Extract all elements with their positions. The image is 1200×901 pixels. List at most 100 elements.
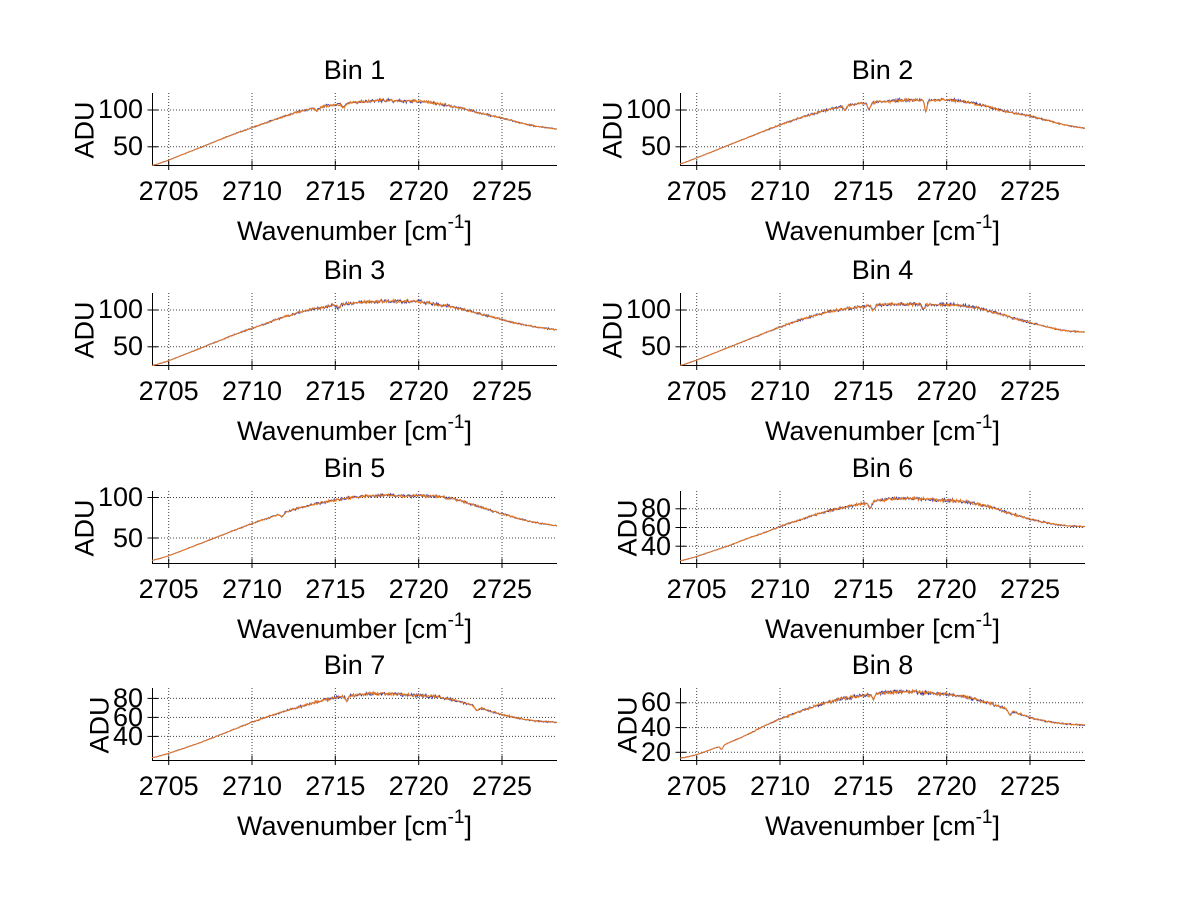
y-tick-label: 50: [640, 331, 671, 362]
x-tick-label: 2705: [138, 176, 199, 206]
x-axis-label-superscript: -1: [447, 412, 465, 433]
x-tick-label: 2710: [749, 574, 811, 604]
x-axis-label-text: Wavenumber [cm: [237, 416, 448, 446]
x-tick-label: 2725: [471, 771, 533, 801]
y-tick-label: 40: [640, 712, 671, 743]
plot-area: [147, 93, 557, 170]
y-tick-label: 100: [625, 94, 671, 125]
x-tick-label: 2705: [666, 771, 727, 801]
x-axis-label-superscript: -1: [447, 212, 465, 233]
x-tick-label: 2710: [221, 176, 283, 206]
y-tick-label: 60: [640, 687, 671, 718]
plot-area: [675, 293, 1085, 370]
plot-area: [675, 688, 1085, 765]
x-tick-label: 2725: [999, 376, 1061, 406]
trace-scan-underlay: [152, 492, 557, 561]
x-axis-label-superscript: -1: [975, 610, 993, 631]
x-tick-label: 2725: [471, 176, 533, 206]
x-tick-label: 2715: [305, 771, 366, 801]
y-tick-label: 50: [112, 331, 143, 362]
trace-scan-underlay: [680, 97, 1085, 165]
subplot-bin-4: Bin 4 ADU 50 100 2705 2710 2715 2720 2725 Wav…: [540, 248, 1100, 453]
x-axis-label-bracket: ]: [992, 416, 1000, 446]
x-axis-label-text: Wavenumber [cm: [237, 811, 448, 841]
x-tick-label: 2725: [999, 771, 1061, 801]
x-axis-label: Wavenumber [cm-1]: [680, 611, 1085, 644]
y-tick-label: 100: [97, 94, 143, 125]
x-tick-label: 2725: [471, 376, 533, 406]
x-tick-label: 2715: [833, 574, 894, 604]
plot-title: Bin 5: [323, 453, 386, 483]
x-axis-label-text: Wavenumber [cm: [765, 416, 976, 446]
x-axis-label-superscript: -1: [447, 807, 465, 828]
y-tick-label: 20: [640, 736, 671, 767]
y-tick-label: 40: [640, 530, 671, 561]
x-tick-label: 2705: [138, 376, 199, 406]
trace-scan-overlay: [152, 298, 557, 366]
y-tick-label: 80: [112, 682, 143, 713]
x-tick-label: 2705: [666, 176, 727, 206]
x-axis-label: Wavenumber [cm-1]: [680, 213, 1085, 246]
y-tick-label: 50: [640, 131, 671, 162]
plot-title: Bin 8: [851, 650, 914, 680]
x-tick-label: 2705: [666, 376, 727, 406]
x-axis-label-bracket: ]: [464, 811, 472, 841]
x-tick-label: 2725: [999, 176, 1061, 206]
x-axis-label-superscript: -1: [975, 412, 993, 433]
x-tick-label: 2715: [833, 771, 894, 801]
x-tick-label: 2720: [388, 574, 449, 604]
x-tick-label: 2705: [666, 574, 727, 604]
y-tick-label: 50: [112, 131, 143, 162]
x-axis-label-bracket: ]: [992, 811, 1000, 841]
y-tick-label: 60: [640, 512, 671, 542]
subplot-bin-7: Bin 7 ADU 40 60 80 2705 2710 2715 2720 2725 Wa…: [12, 643, 572, 848]
x-tick-label: 2710: [221, 376, 283, 406]
trace-scan-overlay: [152, 493, 557, 561]
plot-title: Bin 4: [851, 255, 914, 285]
y-tick-label: 80: [640, 493, 671, 524]
y-tick-label: 40: [112, 720, 143, 751]
y-tick-label: 100: [97, 294, 143, 325]
x-axis-label-text: Wavenumber [cm: [237, 216, 448, 246]
x-axis-label-bracket: ]: [464, 614, 472, 644]
x-tick-label: 2715: [833, 176, 894, 206]
x-tick-label: 2710: [221, 574, 283, 604]
x-axis-label: Wavenumber [cm-1]: [152, 213, 557, 246]
trace-scan-underlay: [680, 496, 1085, 562]
x-axis-label-text: Wavenumber [cm: [765, 811, 976, 841]
x-axis-label-superscript: -1: [975, 212, 993, 233]
plot-area: [147, 293, 557, 370]
x-axis-label: Wavenumber [cm-1]: [152, 611, 557, 644]
x-axis-label-text: Wavenumber [cm: [237, 614, 448, 644]
plot-title: Bin 1: [323, 55, 386, 85]
plot-title: Bin 7: [323, 650, 386, 680]
x-tick-label: 2715: [305, 574, 366, 604]
x-tick-label: 2710: [221, 771, 283, 801]
x-axis-label: Wavenumber [cm-1]: [152, 808, 557, 841]
x-axis-label: Wavenumber [cm-1]: [680, 413, 1085, 446]
plot-area: [147, 688, 557, 765]
x-tick-label: 2720: [916, 376, 977, 406]
trace-scan-overlay: [680, 688, 1085, 759]
subplot-bin-2: Bin 2 ADU 50 100 2705 2710 2715 2720 2725 Wav…: [540, 48, 1100, 253]
subplot-bin-6: Bin 6 ADU 40 60 80 2705 2710 2715 2720 2725 Wa…: [540, 446, 1100, 651]
y-tick-label: 50: [112, 522, 143, 553]
y-tick-label: 100: [97, 481, 143, 512]
x-axis-label-superscript: -1: [975, 807, 993, 828]
trace-scan-overlay: [680, 495, 1085, 562]
plot-title: Bin 6: [851, 453, 914, 483]
trace-scan-underlay: [152, 691, 557, 759]
x-tick-label: 2720: [388, 176, 449, 206]
x-tick-label: 2715: [305, 376, 366, 406]
x-tick-label: 2715: [305, 176, 366, 206]
plot-title: Bin 3: [323, 255, 386, 285]
x-tick-label: 2710: [749, 176, 811, 206]
subplot-bin-8: Bin 8 ADU 20 40 60 2705 2710 2715 2720 2725 Wa…: [540, 643, 1100, 848]
x-tick-label: 2720: [388, 376, 449, 406]
x-axis-label-text: Wavenumber [cm: [765, 614, 976, 644]
plot-area: [675, 93, 1085, 170]
subplot-bin-5: Bin 5 ADU 50 100 2705 2710 2715 2720 2725 Wav…: [12, 446, 572, 651]
x-tick-label: 2720: [916, 771, 977, 801]
x-tick-label: 2720: [916, 176, 977, 206]
